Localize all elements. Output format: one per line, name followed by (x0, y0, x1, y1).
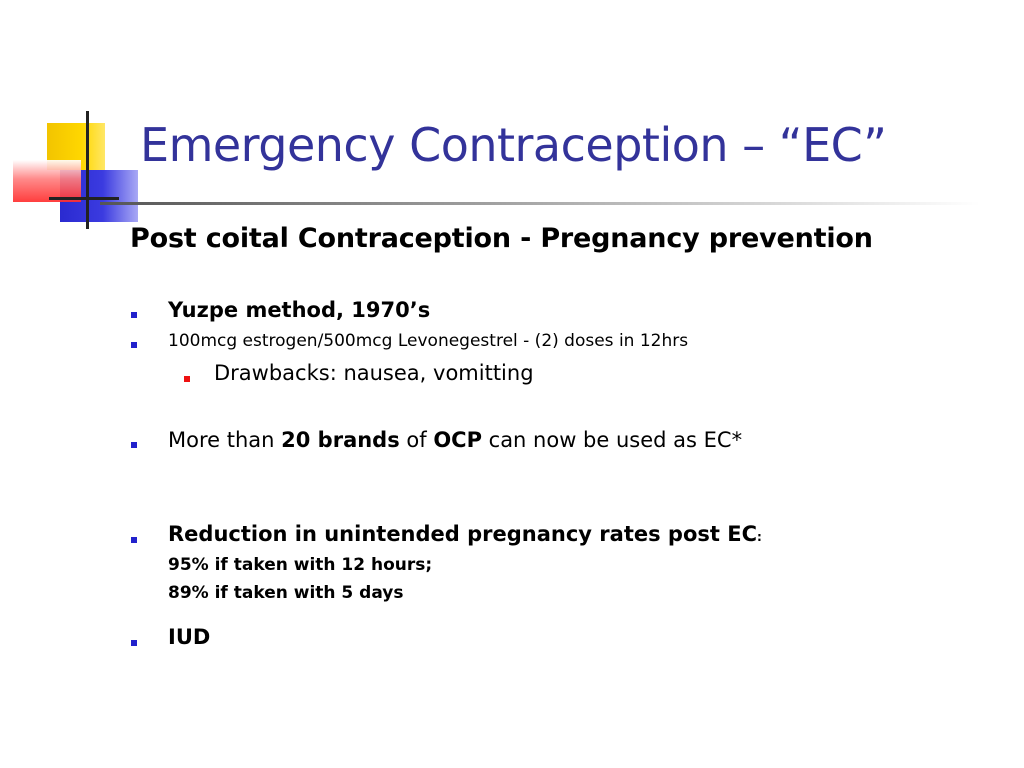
bullet-square-icon (131, 537, 137, 543)
bullet-drawbacks: Drawbacks: nausea, vomitting (214, 361, 534, 385)
bullet-square-icon (131, 342, 137, 348)
bullet-square-icon (131, 640, 137, 646)
logo-horizontal-line (49, 197, 119, 200)
brands-text-bold1: 20 brands (281, 428, 400, 452)
sub-bullet-square-icon (184, 376, 190, 382)
bullet-square-icon (131, 312, 137, 318)
reduction-line-12-hours: 95% if taken with 12 hours; (168, 555, 433, 575)
title-underline (100, 202, 980, 205)
brands-text-mid: of (399, 428, 434, 452)
brands-text-pre: More than (168, 428, 282, 452)
logo-vertical-line (86, 111, 89, 229)
bullet-dose: 100mcg estrogen/500mcg Levonegestrel - (… (168, 331, 689, 351)
slide-title: Emergency Contraception – “EC” (140, 118, 887, 172)
brands-text-post: can now be used as EC* (481, 428, 743, 452)
bullet-iud: IUD (168, 625, 211, 649)
reduction-main: Reduction in unintended pregnancy rates … (168, 522, 757, 546)
brands-text-bold2: OCP (433, 428, 482, 452)
bullet-brands: More than 20 brands of OCP can now be us… (168, 428, 742, 452)
reduction-line-5-days: 89% if taken with 5 days (168, 583, 404, 603)
logo-red-square (13, 160, 81, 202)
reduction-colon: : (757, 530, 762, 544)
bullet-yuzpe: Yuzpe method, 1970’s (168, 298, 431, 322)
bullet-reduction: Reduction in unintended pregnancy rates … (168, 522, 762, 546)
bullet-square-icon (131, 442, 137, 448)
slide-subtitle: Post coital Contraception - Pregnancy pr… (130, 223, 873, 254)
